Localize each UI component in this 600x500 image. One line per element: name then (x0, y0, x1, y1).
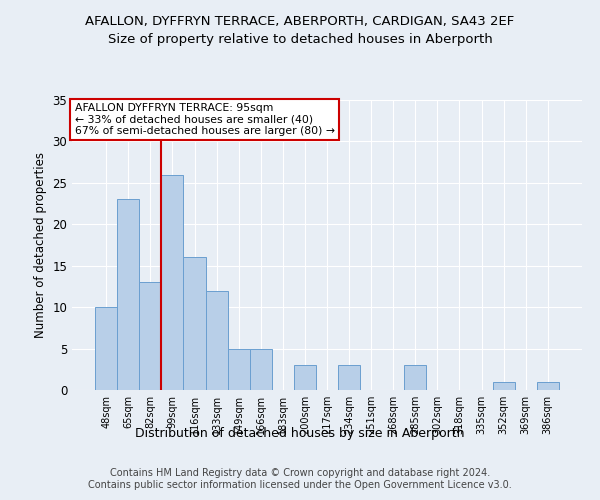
Bar (139, 282, 161, 390)
Bar (117, 200, 139, 390)
Bar (493, 382, 515, 390)
Bar (294, 365, 316, 390)
Text: AFALLON DYFFRYN TERRACE: 95sqm
← 33% of detached houses are smaller (40)
67% of : AFALLON DYFFRYN TERRACE: 95sqm ← 33% of … (74, 103, 335, 136)
Y-axis label: Number of detached properties: Number of detached properties (34, 152, 47, 338)
Text: AFALLON, DYFFRYN TERRACE, ABERPORTH, CARDIGAN, SA43 2EF: AFALLON, DYFFRYN TERRACE, ABERPORTH, CAR… (85, 15, 515, 28)
Text: Contains HM Land Registry data © Crown copyright and database right 2024.
Contai: Contains HM Land Registry data © Crown c… (88, 468, 512, 490)
Bar (250, 348, 272, 390)
Bar (184, 258, 206, 390)
Bar (537, 382, 559, 390)
Bar (95, 307, 117, 390)
Bar (404, 365, 427, 390)
Text: Distribution of detached houses by size in Aberporth: Distribution of detached houses by size … (135, 428, 465, 440)
Bar (161, 174, 184, 390)
Bar (227, 348, 250, 390)
Text: Size of property relative to detached houses in Aberporth: Size of property relative to detached ho… (107, 32, 493, 46)
Bar (338, 365, 360, 390)
Bar (206, 290, 227, 390)
